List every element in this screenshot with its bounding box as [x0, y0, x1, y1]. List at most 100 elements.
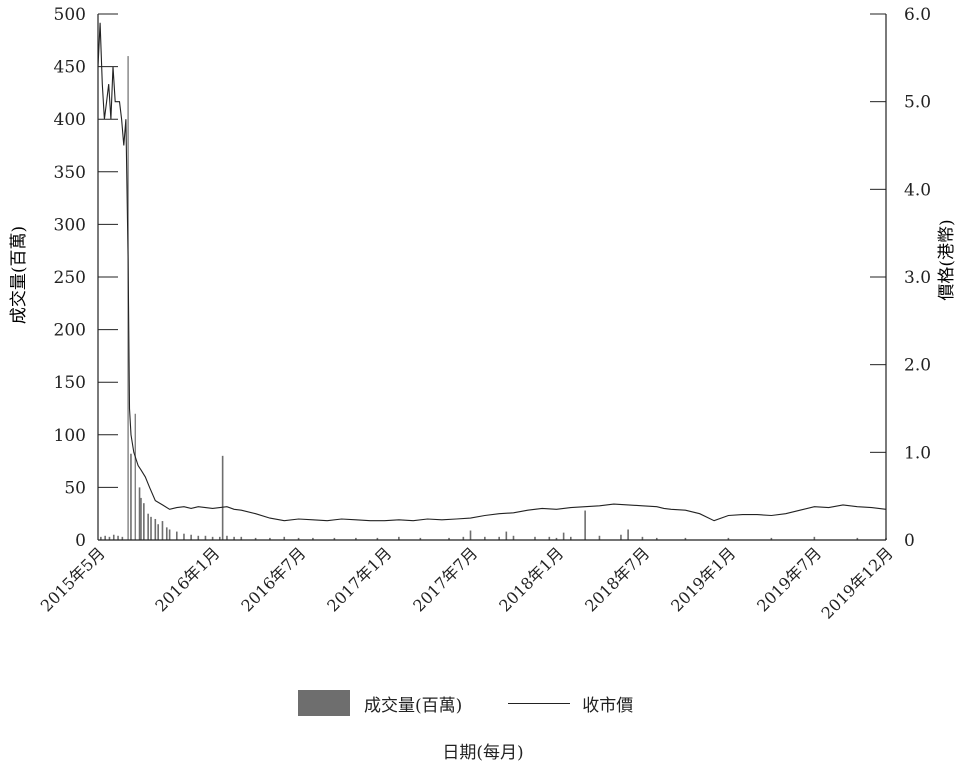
volume-bar: [376, 537, 379, 540]
volume-bar: [655, 537, 658, 540]
y-left-tick-label: 100: [54, 426, 86, 446]
volume-bars: [100, 56, 887, 541]
volume-bar: [770, 537, 773, 540]
y-axis-right-label: 價格(港幣): [937, 219, 957, 300]
y-left-tick-label: 200: [54, 321, 86, 341]
volume-bar: [684, 537, 687, 540]
x-tick-label: 2018年7月: [581, 543, 653, 615]
y-left-tick-label: 500: [54, 5, 86, 25]
y-left-tick-label: 450: [54, 58, 86, 78]
volume-bar: [211, 536, 214, 540]
volume-bar: [534, 536, 536, 540]
volume-bar: [204, 535, 207, 540]
y-axis-left-label: 成交量(百萬): [9, 226, 29, 324]
volume-bar: [100, 536, 102, 540]
volume-bar: [398, 536, 400, 540]
legend-price-swatch: [508, 702, 571, 704]
volume-bar: [221, 455, 224, 540]
y-left-tick-label: 300: [54, 215, 86, 235]
tick-labels: 0 50 100 150 200 250 300 350 400 450 500 0 1.0 2.0 3.0…: [37, 5, 931, 623]
volume-bar: [154, 518, 157, 540]
volume-bar: [130, 453, 132, 540]
chart-svg: 0 50 100 150 200 250 300 350 400 450 500 0 1.0 2.0 3.0…: [9, 5, 957, 623]
volume-bar: [419, 537, 422, 540]
volume-bar: [484, 536, 486, 540]
x-tick-label: 2018年1月: [495, 543, 567, 615]
volume-bar: [620, 534, 622, 540]
volume-bar: [138, 487, 141, 540]
volume-bar: [469, 530, 472, 540]
volume-bar: [570, 536, 572, 540]
volume-bar: [112, 534, 115, 540]
y-left-tick-label: 50: [64, 478, 86, 498]
y-right-tick-label: 4.0: [904, 180, 931, 200]
volume-bar: [143, 503, 145, 540]
volume-bar: [134, 413, 136, 540]
volume-bar: [641, 536, 644, 540]
y-left-tick-label: 400: [54, 110, 86, 130]
x-tick-label: 2016年7月: [237, 543, 309, 615]
volume-bar: [355, 537, 357, 540]
y-left-tick-label: 250: [54, 268, 86, 288]
volume-bar: [856, 537, 859, 540]
y-right-tick-label: 6.0: [904, 5, 931, 25]
x-tick-label: 2016年1月: [151, 543, 223, 615]
volume-bar: [598, 535, 601, 540]
volume-bar: [150, 516, 152, 540]
x-tick-label: 2019年1月: [667, 543, 739, 615]
y-right-tick-label: 3.0: [904, 268, 931, 288]
volume-bar: [218, 536, 221, 540]
legend-price-label: 收市價: [582, 695, 634, 716]
price-line: [97, 22, 887, 522]
volume-bar: [168, 529, 171, 540]
volume-bar: [727, 537, 730, 540]
volume-bar: [462, 536, 465, 540]
volume-bar: [190, 534, 192, 540]
x-axis-label: 日期(每月): [442, 743, 524, 763]
volume-bar: [104, 535, 106, 540]
volume-bar: [157, 524, 159, 540]
volume-bar: [555, 537, 558, 540]
volume-bar: [165, 527, 168, 540]
volume-bar: [548, 536, 551, 540]
volume-bar: [584, 510, 586, 540]
volume-bar: [117, 535, 119, 540]
price-line-group: [97, 22, 887, 522]
legend-volume-swatch: [298, 690, 350, 716]
y-left-tick-label: 150: [54, 373, 86, 393]
y-right-tick-label: 5.0: [904, 93, 931, 113]
volume-bar: [297, 537, 300, 540]
volume-bar: [627, 529, 629, 540]
volume-bar: [226, 535, 228, 540]
volume-bar: [813, 536, 816, 540]
volume-bar: [498, 536, 500, 540]
x-tick-label: 2019年7月: [753, 543, 825, 615]
volume-bar: [333, 537, 336, 540]
volume-bar: [505, 531, 508, 540]
y-left-tick-label: 0: [75, 531, 86, 551]
y-right-tick-label: 2.0: [904, 356, 931, 376]
x-tick-label: 2015年5月: [37, 543, 109, 615]
y-left-tick-label: 350: [54, 163, 86, 183]
volume-bar: [161, 521, 164, 540]
volume-bar: [183, 533, 185, 540]
volume-bar: [121, 536, 124, 540]
volume-bar: [197, 535, 200, 540]
volume-bar: [512, 535, 515, 540]
y-right-tick-label: 0: [904, 531, 915, 551]
volume-bar: [312, 537, 314, 540]
axes: [97, 13, 887, 541]
volume-bar: [233, 536, 235, 540]
volume-bar: [240, 536, 243, 540]
volume-bar: [448, 537, 450, 540]
volume-bar: [140, 497, 142, 540]
x-tick-label: 2017年7月: [409, 543, 481, 615]
x-tick-label: 2019年12月: [818, 543, 897, 622]
volume-bar: [176, 531, 178, 540]
legend: 成交量(百萬) 收市價: [298, 688, 633, 718]
volume-bar: [269, 537, 271, 540]
volume-bar: [283, 536, 286, 540]
volume-bar: [254, 537, 257, 540]
y-right-tick-label: 1.0: [904, 443, 931, 463]
volume-bar: [562, 532, 565, 540]
